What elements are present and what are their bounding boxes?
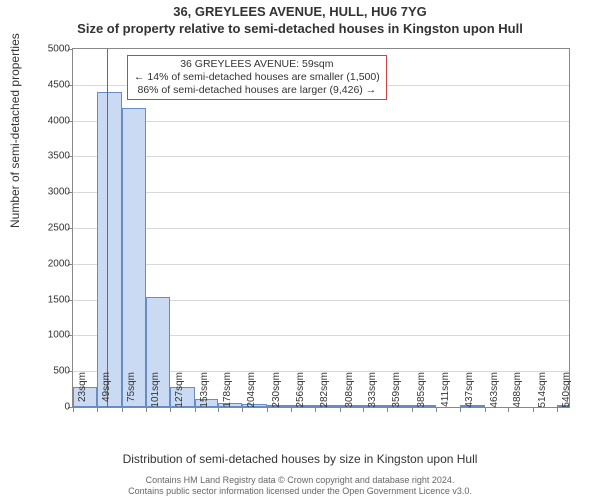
- x-tick-mark: [97, 408, 98, 412]
- x-tick-label: 488sqm: [512, 372, 523, 414]
- x-tick-mark: [387, 408, 388, 412]
- x-tick-mark: [218, 408, 219, 412]
- annotation-line: ← 14% of semi-detached houses are smalle…: [134, 71, 380, 84]
- y-tick-label: 4500: [30, 79, 70, 90]
- y-tick-label: 1000: [30, 330, 70, 341]
- y-tick-label: 4000: [30, 115, 70, 126]
- x-tick-label: 385sqm: [416, 372, 427, 414]
- x-tick-mark: [460, 408, 461, 412]
- chart-title-block: 36, GREYLEES AVENUE, HULL, HU6 7YG Size …: [0, 4, 600, 36]
- x-tick-label: 256sqm: [295, 372, 306, 414]
- x-tick-label: 463sqm: [489, 372, 500, 414]
- y-tick-label: 5000: [30, 44, 70, 55]
- x-tick-label: 204sqm: [246, 372, 257, 414]
- x-tick-mark: [436, 408, 437, 412]
- y-tick-label: 3000: [30, 187, 70, 198]
- x-tick-label: 178sqm: [222, 372, 233, 414]
- gridline: [73, 156, 569, 157]
- x-tick-label: 359sqm: [391, 372, 402, 414]
- x-tick-label: 514sqm: [537, 372, 548, 414]
- chart-title-line2: Size of property relative to semi-detach…: [0, 21, 600, 36]
- y-tick-label: 1500: [30, 294, 70, 305]
- x-tick-mark: [340, 408, 341, 412]
- gridline: [73, 264, 569, 265]
- y-tick-label: 2500: [30, 223, 70, 234]
- x-tick-mark: [170, 408, 171, 412]
- x-tick-mark: [557, 408, 558, 412]
- y-axis-label: Number of semi-detached properties: [8, 33, 22, 228]
- x-tick-label: 153sqm: [199, 372, 210, 414]
- y-tick-label: 2000: [30, 258, 70, 269]
- x-tick-mark: [315, 408, 316, 412]
- property-marker-line: [107, 49, 108, 407]
- histogram-bar: [97, 92, 121, 407]
- x-tick-label: 101sqm: [150, 372, 161, 414]
- x-tick-label: 49sqm: [101, 372, 112, 414]
- x-tick-mark: [485, 408, 486, 412]
- x-tick-label: 437sqm: [464, 372, 475, 414]
- footer-line2: Contains public sector information licen…: [0, 486, 600, 497]
- histogram-bar: [122, 108, 146, 407]
- plot-area: 36 GREYLEES AVENUE: 59sqm← 14% of semi-d…: [72, 48, 570, 408]
- gridline: [73, 228, 569, 229]
- x-tick-label: 230sqm: [271, 372, 282, 414]
- gridline: [73, 192, 569, 193]
- x-axis-label: Distribution of semi-detached houses by …: [0, 452, 600, 466]
- x-tick-mark: [508, 408, 509, 412]
- annotation-line: 36 GREYLEES AVENUE: 59sqm: [134, 58, 380, 71]
- x-tick-mark: [267, 408, 268, 412]
- x-tick-mark: [146, 408, 147, 412]
- x-tick-label: 282sqm: [319, 372, 330, 414]
- chart-title-line1: 36, GREYLEES AVENUE, HULL, HU6 7YG: [0, 4, 600, 19]
- x-tick-label: 540sqm: [561, 372, 572, 414]
- x-tick-label: 333sqm: [367, 372, 378, 414]
- x-tick-label: 411sqm: [440, 372, 451, 414]
- x-tick-mark: [242, 408, 243, 412]
- x-tick-mark: [363, 408, 364, 412]
- x-tick-label: 23sqm: [77, 372, 88, 414]
- y-tick-label: 0: [30, 402, 70, 413]
- y-tick-label: 500: [30, 366, 70, 377]
- x-tick-label: 127sqm: [174, 372, 185, 414]
- gridline: [73, 121, 569, 122]
- x-tick-label: 75sqm: [126, 372, 137, 414]
- annotation-box: 36 GREYLEES AVENUE: 59sqm← 14% of semi-d…: [127, 55, 387, 100]
- annotation-line: 86% of semi-detached houses are larger (…: [134, 84, 380, 97]
- footer-attribution: Contains HM Land Registry data © Crown c…: [0, 475, 600, 497]
- x-tick-mark: [195, 408, 196, 412]
- x-tick-mark: [291, 408, 292, 412]
- y-tick-label: 3500: [30, 151, 70, 162]
- x-tick-label: 308sqm: [344, 372, 355, 414]
- footer-line1: Contains HM Land Registry data © Crown c…: [0, 475, 600, 486]
- x-tick-mark: [533, 408, 534, 412]
- x-tick-mark: [122, 408, 123, 412]
- x-tick-mark: [73, 408, 74, 412]
- x-tick-mark: [412, 408, 413, 412]
